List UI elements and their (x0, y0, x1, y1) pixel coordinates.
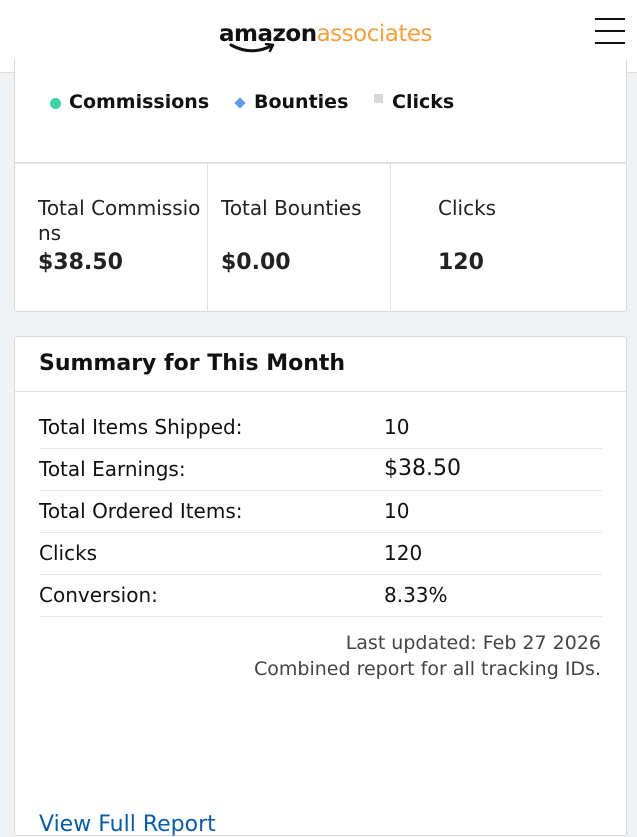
earnings-value: $38.50 (384, 456, 461, 481)
legend-label-commissions: Commissions (69, 91, 210, 113)
logo-secondary-text: associates (316, 21, 433, 47)
total-clicks-value: 120 (438, 250, 484, 275)
summary-row-clicks: Clicks 120 (39, 533, 602, 575)
total-bounties-value: $0.00 (221, 250, 291, 275)
total-commissions-value: $38.50 (38, 250, 123, 275)
commission-dot-icon (50, 98, 61, 109)
legend-label-bounties: Bounties (254, 91, 349, 113)
summary-clicks-value: 120 (384, 541, 423, 565)
legend-label-clicks: Clicks (392, 91, 455, 113)
total-bounties-panel: Total Bounties $0.00 (208, 164, 391, 312)
summary-title: Summary for This Month (39, 351, 346, 376)
earnings-chart-card: Commissions Bounties Clicks Total Commis… (14, 60, 627, 312)
logo-primary-text: amazon (219, 21, 317, 47)
total-commissions-label: Total Commissions (38, 196, 201, 245)
bounty-diamond-icon (234, 97, 246, 109)
summary-divider (15, 391, 626, 392)
last-updated-text: Last updated: Feb 27 2026 (345, 632, 601, 654)
monthly-summary-card: Summary for This Month Total Items Shipp… (14, 336, 627, 837)
conversion-label: Conversion: (39, 583, 158, 607)
total-clicks-label: Clicks (438, 196, 497, 220)
items-shipped-value: 10 (384, 415, 410, 439)
logo-smile-icon (229, 43, 275, 53)
ordered-items-value: 10 (384, 499, 410, 523)
totals-strip: Total Commissions $38.50 Total Bounties … (14, 162, 627, 314)
summary-row-ordered-items: Total Ordered Items: 10 (39, 491, 602, 533)
ordered-items-label: Total Ordered Items: (39, 499, 243, 523)
total-commissions-panel: Total Commissions $38.50 (14, 164, 208, 312)
items-shipped-label: Total Items Shipped: (39, 415, 243, 439)
summary-row-items-shipped: Total Items Shipped: 10 (39, 407, 602, 449)
combined-report-note: Combined report for all tracking IDs. (254, 658, 601, 680)
summary-row-conversion: Conversion: 8.33% (39, 575, 602, 617)
click-square-icon (374, 94, 383, 103)
conversion-value: 8.33% (384, 583, 448, 607)
total-clicks-panel: Clicks 120 (391, 164, 627, 312)
total-bounties-label: Total Bounties (221, 196, 362, 220)
chart-legend: Commissions Bounties Clicks (15, 90, 626, 114)
summary-row-earnings: Total Earnings: $38.50 (39, 449, 602, 491)
hamburger-menu-icon[interactable] (595, 18, 627, 48)
summary-clicks-label: Clicks (39, 541, 98, 565)
amazon-associates-logo[interactable]: amazonassociates (219, 18, 433, 58)
earnings-label: Total Earnings: (39, 457, 186, 481)
